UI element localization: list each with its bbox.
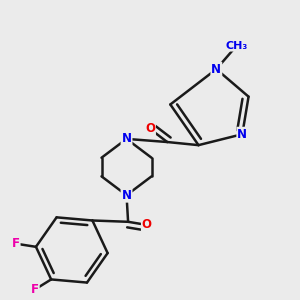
Text: CH₃: CH₃ xyxy=(226,41,248,51)
Text: N: N xyxy=(122,132,131,146)
Text: O: O xyxy=(142,218,152,231)
Text: N: N xyxy=(211,63,221,76)
Text: F: F xyxy=(12,237,20,250)
Text: O: O xyxy=(145,122,155,135)
Text: N: N xyxy=(237,128,247,141)
Text: F: F xyxy=(31,283,39,296)
Text: N: N xyxy=(122,189,131,202)
